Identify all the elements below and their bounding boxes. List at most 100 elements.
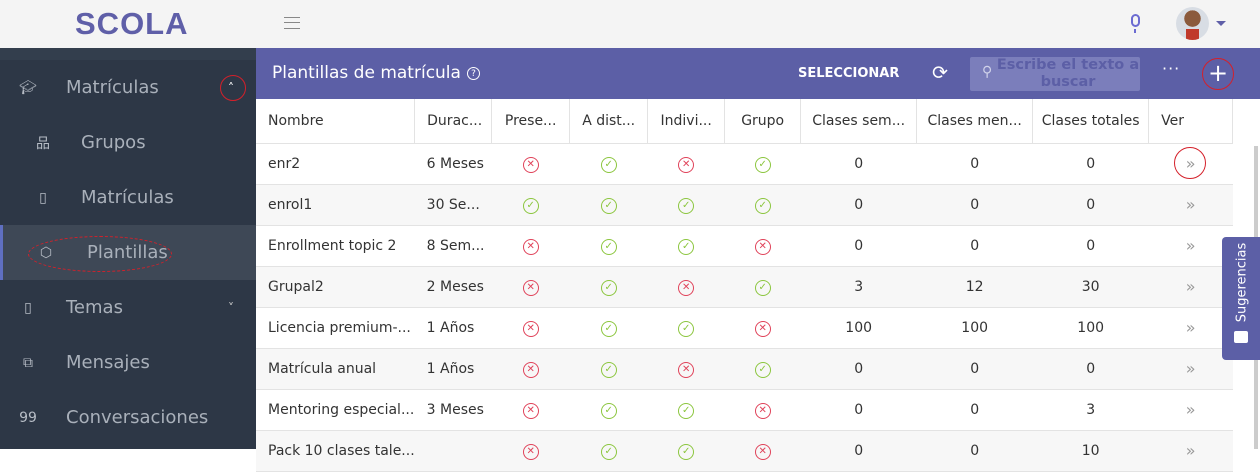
total-classes-cell: 30 (1032, 266, 1149, 308)
column-header[interactable]: A dist... (569, 99, 649, 144)
avatar[interactable] (1176, 7, 1209, 40)
chevron-right-icon[interactable]: » (1185, 400, 1196, 419)
sidebar-item-conversaciones-6[interactable]: 99 Conversaciones (0, 390, 256, 445)
highlight-ring (1174, 147, 1206, 179)
hamburger-menu-icon[interactable] (284, 17, 300, 29)
x-circle-icon: ✕ (522, 279, 539, 296)
monthly-classes-cell: 0 (916, 225, 1033, 267)
group-cell: ✕ (724, 430, 801, 472)
column-header[interactable]: Grupo (724, 99, 802, 144)
refresh-icon[interactable]: ⟳ (932, 62, 948, 84)
view-cell[interactable]: » (1148, 389, 1233, 431)
group-cell: ✓ (724, 184, 801, 226)
monthly-classes-cell: 100 (916, 307, 1033, 349)
monthly-classes-cell: 0 (916, 430, 1033, 472)
column-header[interactable]: Clases totales (1032, 99, 1150, 144)
duration-cell: 2 Meses (414, 266, 492, 308)
check-circle-icon: ✓ (522, 197, 539, 214)
page-title: Plantillas de matrícula? (272, 63, 480, 83)
total-classes-cell: 3 (1032, 389, 1149, 431)
check-circle-icon: ✓ (600, 238, 617, 255)
column-header[interactable]: Ver (1148, 99, 1234, 144)
table-row[interactable]: Mentoring especial... 3 Meses ✕ ✓ ✓ ✕ 0 … (256, 389, 1233, 431)
sidebar-item-matrculas-2[interactable]: ▯ Matrículas (0, 170, 256, 225)
templates-table: Nombre Durac... Prese... A dist... Indivi...… (256, 99, 1234, 472)
duration-cell (414, 430, 492, 472)
column-header[interactable]: Clases men... (916, 99, 1034, 144)
sidebar-item-label: Grupos (81, 132, 146, 153)
total-classes-cell: 0 (1032, 348, 1149, 390)
more-options-icon[interactable]: ··· (1162, 59, 1181, 78)
quote-icon: 99 (19, 409, 37, 426)
sidebar-item-label: Conversaciones (66, 407, 209, 428)
view-cell[interactable]: » (1148, 266, 1233, 308)
distance-cell: ✓ (569, 348, 648, 390)
weekly-classes-cell: 0 (800, 143, 917, 185)
distance-cell: ✓ (569, 307, 648, 349)
x-circle-icon: ✕ (754, 402, 771, 419)
weekly-classes-cell: 0 (800, 430, 917, 472)
graduation-cap-icon: 🎓︎ (19, 79, 37, 96)
column-header[interactable]: Clases sem... (800, 99, 918, 144)
table-row[interactable]: Matrícula anual 1 Años ✕ ✓ ✕ ✓ 0 0 0 » (256, 348, 1233, 390)
check-circle-icon: ✓ (600, 156, 617, 173)
sidebar-item-mensajes-5[interactable]: ⧉ Mensajes (0, 335, 256, 390)
x-circle-icon: ✕ (522, 402, 539, 419)
sidebar-item-grupos-1[interactable]: 品 Grupos (0, 115, 256, 170)
table-row[interactable]: Grupal2 2 Meses ✕ ✓ ✕ ✓ 3 12 30 » (256, 266, 1233, 308)
chevron-down-icon[interactable]: ˅ (228, 300, 234, 315)
individual-cell: ✕ (647, 266, 725, 308)
chevron-right-icon[interactable]: » (1185, 359, 1196, 378)
column-header[interactable]: Prese... (491, 99, 571, 144)
group-cell: ✕ (724, 389, 801, 431)
chevron-right-icon[interactable]: » (1185, 441, 1196, 460)
help-icon[interactable]: ? (466, 67, 480, 80)
view-cell[interactable]: » (1148, 225, 1233, 267)
x-circle-icon: ✕ (678, 156, 695, 173)
distance-cell: ✓ (569, 184, 648, 226)
sidebar-item-matrculas-0[interactable]: 🎓︎ Matrículas ˄ (0, 60, 256, 115)
name-cell: enr2 (256, 143, 415, 185)
view-cell[interactable]: » (1148, 307, 1233, 349)
check-circle-icon: ✓ (678, 197, 695, 214)
individual-cell: ✓ (647, 430, 725, 472)
select-button[interactable]: SELECCIONAR (798, 66, 900, 81)
total-classes-cell: 0 (1032, 143, 1149, 185)
check-circle-icon: ✓ (678, 402, 695, 419)
column-header[interactable]: Durac... (414, 99, 493, 144)
search-input[interactable]: ⚲ Escribe el texto a buscar (970, 57, 1140, 91)
sidebar-item-temas-4[interactable]: ▯ Temas ˅ (0, 280, 256, 335)
book-icon: ▯ (39, 189, 47, 206)
view-cell[interactable]: » (1148, 348, 1233, 390)
table-row[interactable]: Licencia premium-... 1 Años ✕ ✓ ✓ ✕ 100 … (256, 307, 1233, 349)
chevron-right-icon[interactable]: » (1185, 277, 1196, 296)
total-classes-cell: 100 (1032, 307, 1149, 349)
chat-icon (1234, 331, 1248, 343)
presencial-cell: ✕ (491, 348, 570, 390)
total-classes-cell: 0 (1032, 225, 1149, 267)
caret-down-icon[interactable] (1216, 21, 1226, 31)
chevron-right-icon[interactable]: » (1185, 195, 1196, 214)
monthly-classes-cell: 0 (916, 143, 1033, 185)
x-circle-icon: ✕ (754, 443, 771, 460)
name-cell: Enrollment topic 2 (256, 225, 415, 267)
table-row[interactable]: enrol1 30 Se... ✓ ✓ ✓ ✓ 0 0 0 » (256, 184, 1233, 226)
weekly-classes-cell: 3 (800, 266, 917, 308)
suggestions-button[interactable]: Sugerencias (1222, 237, 1260, 360)
individual-cell: ✓ (647, 389, 725, 431)
column-header[interactable]: Nombre (256, 99, 416, 144)
chevron-right-icon[interactable]: » (1185, 318, 1196, 337)
presencial-cell: ✓ (491, 184, 570, 226)
column-header[interactable]: Indivi... (647, 99, 726, 144)
chevron-right-icon[interactable]: » (1185, 236, 1196, 255)
table-row[interactable]: Enrollment topic 2 8 Sem... ✕ ✓ ✓ ✕ 0 0 … (256, 225, 1233, 267)
check-circle-icon: ✓ (600, 443, 617, 460)
microphone-icon[interactable] (1131, 14, 1140, 33)
view-cell[interactable]: » (1148, 184, 1233, 226)
monthly-classes-cell: 0 (916, 348, 1033, 390)
table-row[interactable]: Pack 10 clases tale... ✕ ✓ ✓ ✕ 0 0 10 » (256, 430, 1233, 472)
x-circle-icon: ✕ (522, 361, 539, 378)
scola-logo: SCOLA (75, 6, 189, 41)
view-cell[interactable]: » (1148, 430, 1233, 472)
table-row[interactable]: enr2 6 Meses ✕ ✓ ✕ ✓ 0 0 0 » (256, 143, 1233, 185)
